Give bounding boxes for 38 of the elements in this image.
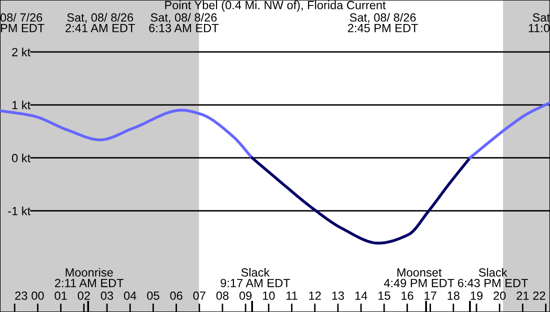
x-tick-label: 06 xyxy=(170,291,182,300)
annotation: Moonset 4:49 PM EDT xyxy=(384,268,454,288)
x-tick-label: 03 xyxy=(100,291,114,300)
y-tick-label: 0 kt xyxy=(12,154,30,162)
y-tick-label: 1 kt xyxy=(12,100,30,110)
annotation: Sat, 08/ 8/26 6:13 AM EDT xyxy=(149,13,219,32)
x-tick-label: 10 xyxy=(262,291,275,300)
y-tick-label: 2 kt xyxy=(12,48,30,56)
x-tick-label: 17 xyxy=(424,292,436,300)
x-tick-label: 13 xyxy=(332,291,344,300)
x-tick-label: 14 xyxy=(355,292,368,300)
x-tick-label: 00 xyxy=(32,291,44,300)
x-tick-label: 07 xyxy=(193,291,206,300)
x-tick-label: 16 xyxy=(402,291,414,300)
x-tick-label: 08 xyxy=(216,291,229,300)
x-tick-label: 22 xyxy=(533,291,546,300)
x-tick-label: 05 xyxy=(147,291,160,300)
y-tick-label: -1 kt xyxy=(8,206,30,216)
x-tick-label: 02 xyxy=(78,291,90,300)
x-tick-label: 21 xyxy=(516,291,529,300)
chart-title: Point Ybel (0.4 Mi. NW of), Florida Current xyxy=(165,0,386,12)
x-tick-label: 15 xyxy=(378,292,390,300)
x-tick-label: 19 xyxy=(470,291,482,300)
x-tick-label: 04 xyxy=(124,291,136,300)
annotation: 08/ 7/26 PM EDT xyxy=(0,13,44,32)
annotation: Sat 11:0 xyxy=(528,13,550,32)
x-tick-label: 01 xyxy=(54,291,67,300)
x-tick-label: 23 xyxy=(15,291,28,300)
x-tick-label: 12 xyxy=(309,291,321,300)
x-tick-label: 20 xyxy=(494,291,506,300)
x-tick-label: 09 xyxy=(239,291,252,300)
annotation: Slack 9:17 AM EDT xyxy=(220,268,290,288)
annotation: Sat, 08/ 8/26 2:45 PM EDT xyxy=(348,13,418,32)
x-tick-label: 11 xyxy=(286,292,298,300)
annotation: Sat, 08/ 8/26 2:41 AM EDT xyxy=(66,13,135,32)
annotation: Slack 6:43 PM EDT xyxy=(458,268,528,288)
annotation: Moonrise 2:11 AM EDT xyxy=(55,268,124,288)
x-tick-label: 18 xyxy=(448,291,460,300)
